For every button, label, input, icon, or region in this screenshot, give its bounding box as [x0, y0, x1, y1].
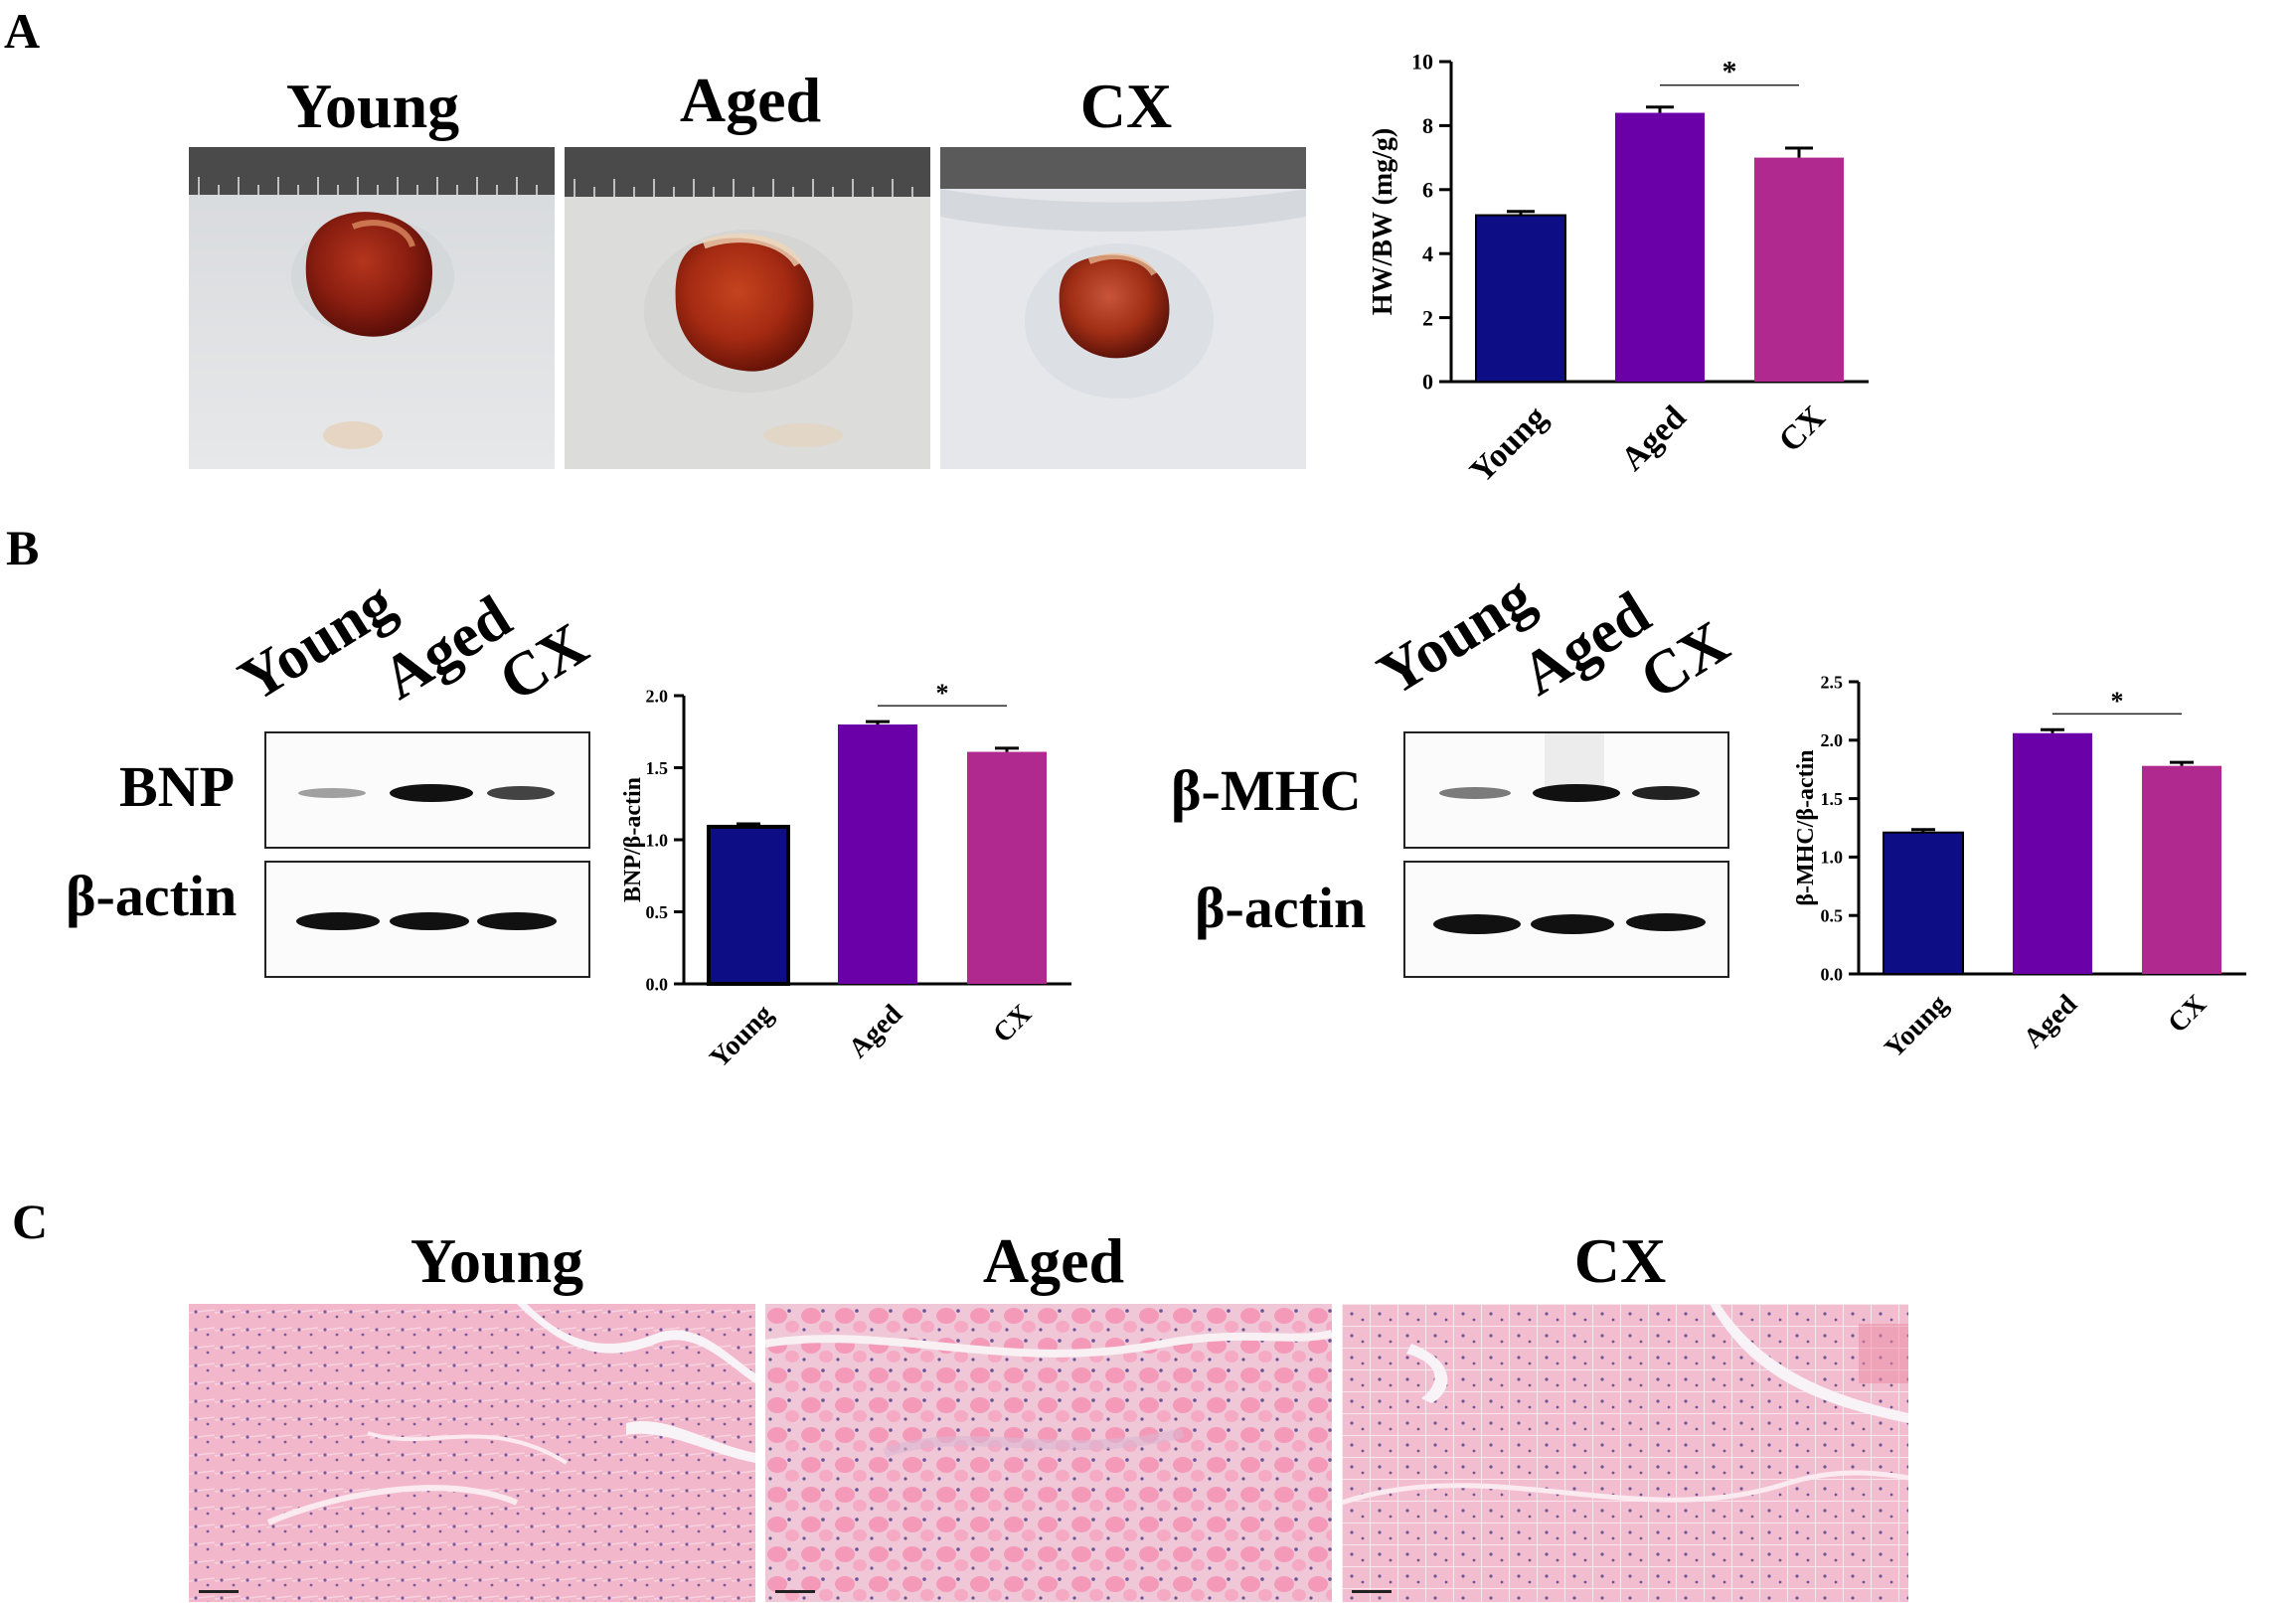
- blot2-target-label: β-MHC: [1171, 758, 1362, 823]
- hwbw-bar-young: [1475, 214, 1566, 383]
- hwbw-y-tick-label: 2: [1422, 305, 1433, 330]
- panel-letter-b: B: [6, 520, 40, 575]
- blot1-target-label: BNP: [119, 754, 235, 819]
- bnp-y-tick-label: 1.0: [646, 830, 669, 850]
- blot2-loading-label: β-actin: [1195, 876, 1367, 940]
- histology-image-aged: [765, 1304, 1332, 1602]
- histology-image-young: [189, 1304, 755, 1602]
- panel-letter-a: A: [4, 3, 41, 59]
- hwbw-bar-aged: [1615, 112, 1705, 383]
- blot2-loading-membrane: [1403, 861, 1729, 978]
- hwbw-y-tick-label: 8: [1422, 113, 1433, 138]
- band-bnp-cx: [487, 786, 555, 800]
- blot1-lane-young: Young: [227, 568, 407, 716]
- heart-photo-aged: [565, 147, 930, 469]
- histology-image-cx: [1342, 1304, 1908, 1602]
- bnp-significance-mark: *: [936, 679, 949, 708]
- band-bactin1-aged: [390, 912, 469, 930]
- scale-bar-cx: [1352, 1590, 1392, 1593]
- histology-label-cx: CX: [1573, 1225, 1667, 1296]
- blot1-loading-membrane: [264, 861, 590, 978]
- bnp-bar-aged: [838, 724, 917, 984]
- band-bactin2-aged: [1531, 914, 1614, 934]
- hwbw-y-tick-label: 10: [1411, 50, 1433, 75]
- bmhc-y-tick-label: 1.0: [1821, 848, 1844, 868]
- bmhc-bar-young: [1883, 831, 1964, 975]
- band-bnp-aged: [390, 784, 473, 802]
- hwbw-bar-cx: [1754, 157, 1844, 382]
- histology-label-aged: Aged: [982, 1225, 1125, 1296]
- band-bactin1-cx: [477, 912, 557, 930]
- bnp-bar-cx: [967, 751, 1047, 984]
- bmhc-y-tick-label: 0.5: [1821, 906, 1844, 926]
- photo-label-young: Young: [285, 71, 460, 141]
- hwbw-significance-mark: *: [1722, 56, 1737, 88]
- band-bactin1-young: [296, 912, 380, 930]
- bnp-category-label: Aged: [843, 999, 908, 1064]
- bmhc-bar-cx: [2142, 765, 2221, 974]
- bmhc-category-label: Young: [1879, 989, 1954, 1064]
- bnp-y-tick-label: 1.5: [646, 758, 669, 778]
- bnp-category-label: CX: [987, 999, 1038, 1049]
- histology-label-young: Young: [410, 1225, 584, 1296]
- hwbw-category-label: Aged: [1614, 399, 1694, 478]
- blot2-lane-young: Young: [1366, 562, 1546, 710]
- bmhc-bar-aged: [2013, 732, 2092, 974]
- photo-label-cx: CX: [1079, 71, 1173, 141]
- band-bnp-young: [298, 788, 366, 798]
- heart-photo-young: [189, 147, 555, 469]
- chart-bnp: 0.0 0.5 1.0 1.5 2.0 BNP/β-actin Young Aged CX *: [620, 679, 1071, 1074]
- hwbw-y-tick-label: 6: [1422, 178, 1433, 203]
- blot2-lane-aged: Aged: [1509, 578, 1662, 710]
- blot1-loading-label: β-actin: [66, 864, 238, 928]
- band-bactin2-cx: [1626, 913, 1706, 931]
- hwbw-category-label: Young: [1463, 399, 1555, 490]
- scale-bar-aged: [775, 1590, 815, 1593]
- bmhc-y-tick-label: 2.5: [1821, 672, 1844, 692]
- bnp-category-label: Young: [704, 999, 779, 1074]
- panel-letter-c: C: [12, 1194, 49, 1249]
- chart-hwbw: 0 2 4 6 8 10 HW/BW (mg/g) Young Aged CX *: [1368, 50, 1869, 490]
- band-bmhc-cx: [1632, 786, 1700, 800]
- band-bmhc-aged: [1533, 784, 1620, 802]
- bnp-y-tick-label: 0.5: [646, 902, 669, 922]
- heart-photo-cx: [940, 147, 1306, 469]
- bnp-bar-young: [707, 824, 790, 986]
- band-bactin2-young: [1433, 914, 1521, 934]
- bmhc-category-label: Aged: [2018, 989, 2083, 1054]
- photo-label-aged: Aged: [679, 65, 822, 135]
- bmhc-y-tick-label: 0.0: [1821, 964, 1844, 984]
- bmhc-category-label: CX: [2162, 989, 2213, 1040]
- chart-bmhc: 0.0 0.5 1.0 1.5 2.0 2.5 β-MHC/β-actin Young Aged…: [1793, 672, 2246, 1064]
- bnp-y-tick-label: 0.0: [646, 974, 669, 994]
- bmhc-significance-mark: *: [2111, 687, 2124, 716]
- blot1-target-membrane: [264, 731, 590, 849]
- hwbw-y-tick-label: 0: [1422, 370, 1433, 395]
- band-bmhc-young: [1439, 787, 1511, 799]
- hwbw-category-label: CX: [1772, 399, 1833, 459]
- scale-bar-young: [199, 1590, 239, 1593]
- bnp-y-tick-label: 2.0: [646, 686, 669, 706]
- hwbw-y-label: HW/BW (mg/g): [1368, 128, 1398, 315]
- bmhc-y-tick-label: 2.0: [1821, 730, 1844, 750]
- blot2-target-membrane: [1403, 731, 1729, 849]
- bnp-y-label: BNP/β-actin: [620, 777, 646, 902]
- hwbw-y-tick-label: 4: [1422, 241, 1433, 266]
- bmhc-y-label: β-MHC/β-actin: [1793, 749, 1819, 905]
- bmhc-y-tick-label: 1.5: [1821, 789, 1844, 809]
